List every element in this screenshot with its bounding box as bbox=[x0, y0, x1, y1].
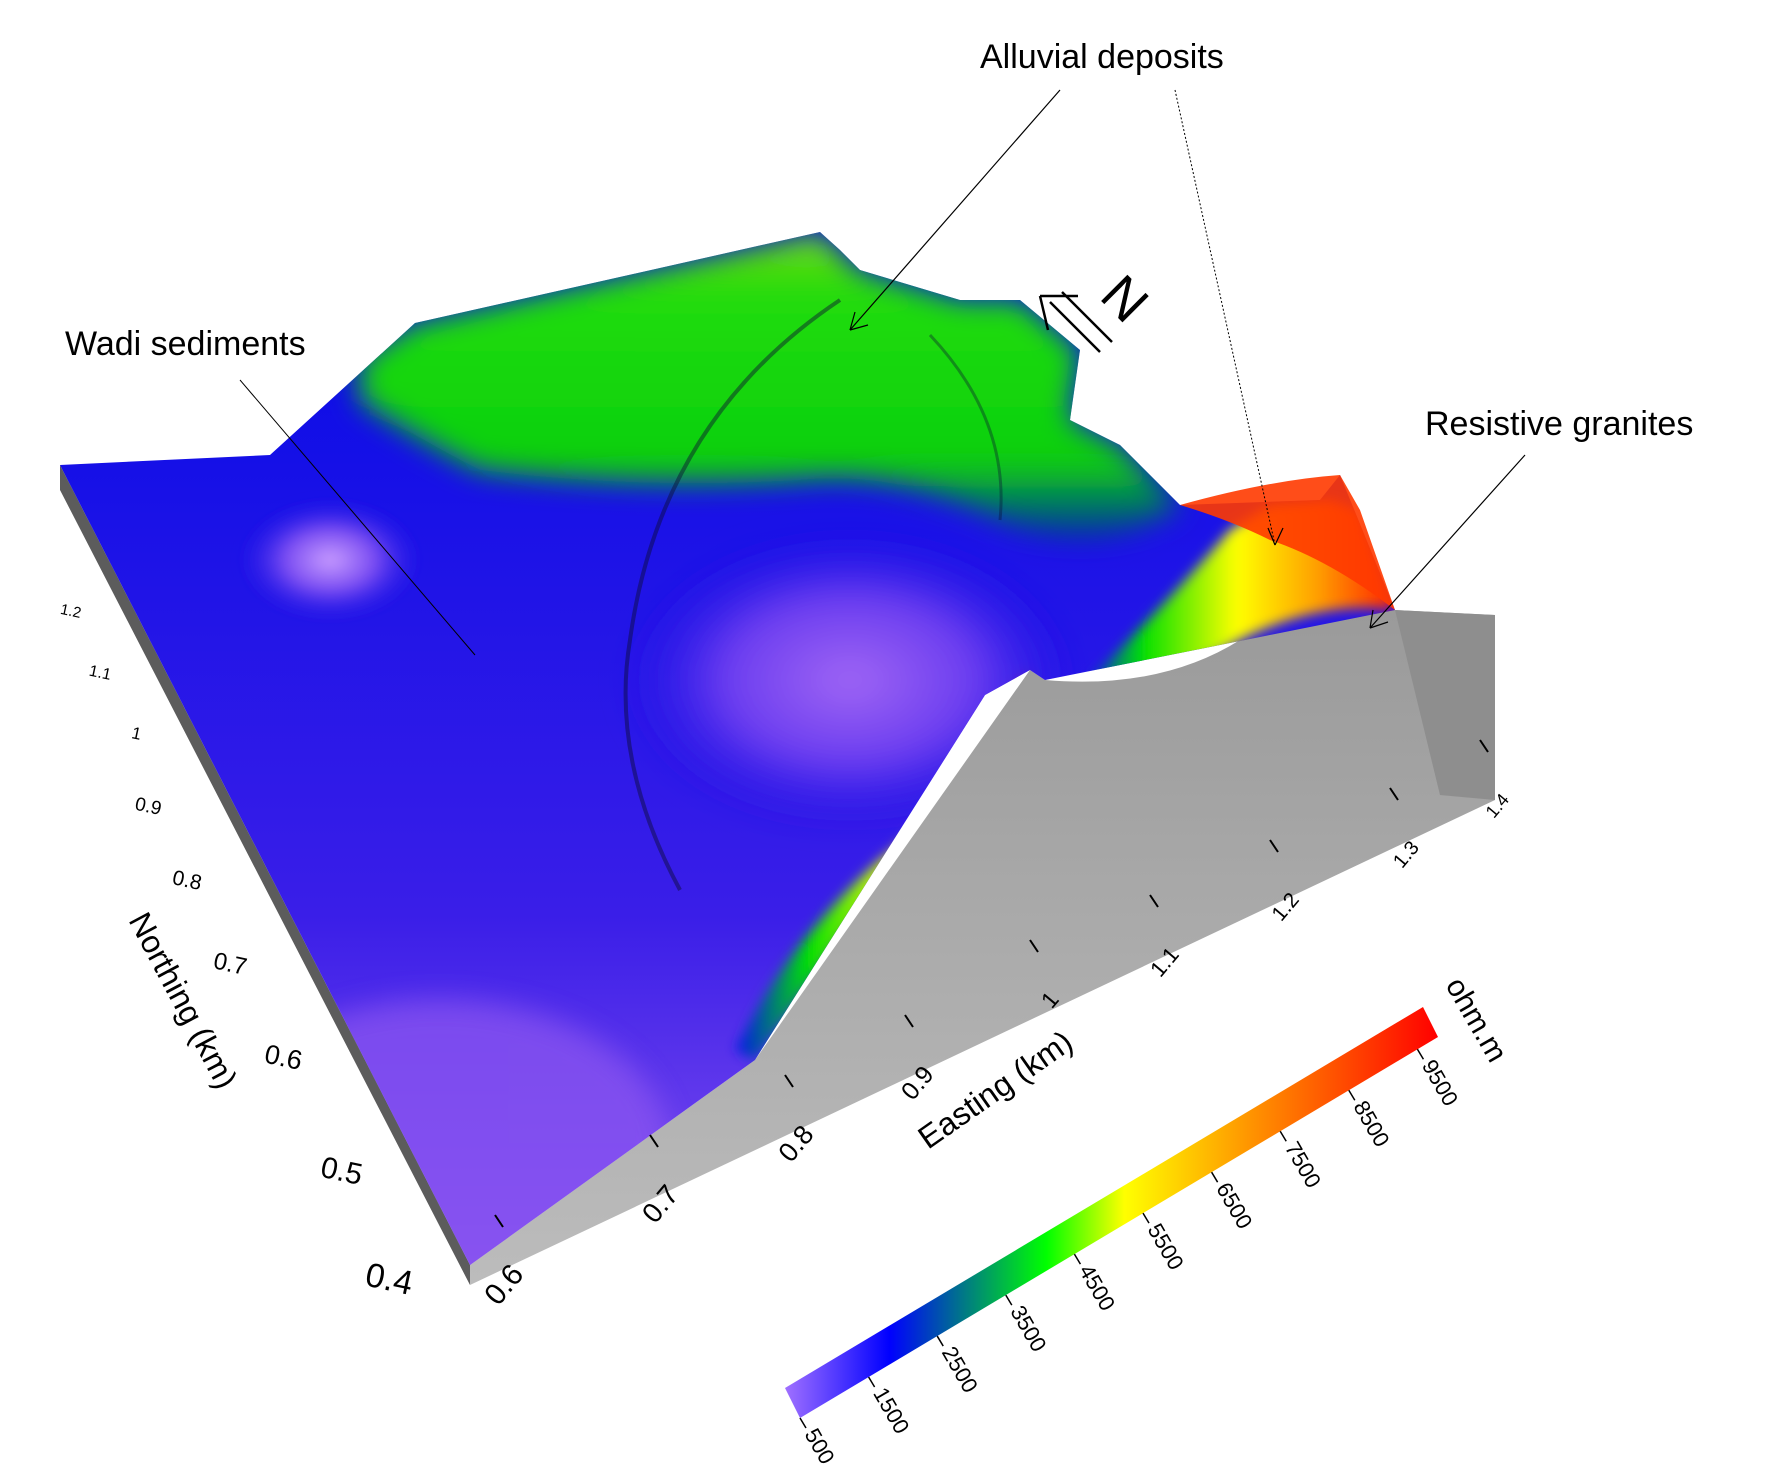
colorbar-tick-mark bbox=[1279, 1130, 1287, 1142]
colorbar-tick-label: 9500 bbox=[1417, 1055, 1463, 1110]
northing-tick-label: 1.1 bbox=[87, 663, 112, 684]
easting-tick-mark bbox=[1269, 839, 1279, 853]
colorbar-tick-mark bbox=[1210, 1171, 1219, 1183]
alluvial-arrowhead-2 bbox=[1267, 527, 1284, 546]
northing-tick-label: 0.9 bbox=[133, 794, 163, 820]
northing-tick-label: 0.5 bbox=[318, 1151, 366, 1192]
crater-ridge bbox=[623, 298, 842, 891]
easting-tick-mark bbox=[904, 1014, 914, 1028]
wadi-leader bbox=[239, 379, 476, 656]
northing-tick-label: 0.8 bbox=[170, 866, 203, 895]
colorbar-tick-label: 500 bbox=[800, 1424, 840, 1468]
crater-ridge-east bbox=[928, 333, 1003, 521]
colorbar-tick-label: 1500 bbox=[868, 1383, 914, 1438]
green-zone bbox=[360, 232, 1180, 537]
easting-tick-mark bbox=[784, 1074, 794, 1088]
north-arrow-label: N bbox=[1090, 264, 1160, 334]
colorbar-tick-label: 6500 bbox=[1211, 1178, 1257, 1233]
left-wall bbox=[60, 465, 470, 1285]
alluvial-leader-2 bbox=[1174, 89, 1276, 546]
northing-axis-title: Northing (km) bbox=[122, 906, 245, 1094]
annotation-resistive-granites: Resistive granites bbox=[1425, 405, 1693, 443]
front-wall bbox=[470, 608, 1495, 1285]
colorbar-ramp bbox=[785, 1007, 1438, 1418]
colorbar-tick-mark bbox=[1005, 1294, 1013, 1306]
colorbar-tick-mark bbox=[1073, 1253, 1082, 1265]
north-arrow-shaft-1 bbox=[1049, 301, 1101, 353]
colorbar-tick-label: 2500 bbox=[937, 1342, 983, 1397]
northing-tick-label: 0.6 bbox=[262, 1039, 305, 1076]
low-resistivity-west bbox=[240, 500, 420, 620]
northing-tick-label: 0.7 bbox=[211, 948, 249, 981]
colorbar-tick-mark bbox=[1142, 1212, 1150, 1224]
easting-tick-mark bbox=[1029, 939, 1039, 953]
north-arrow-head bbox=[1038, 294, 1078, 331]
colorbar-ticks: 500 1500 2500 3500 4500 5500 6500 7500 8500 9500 bbox=[799, 1048, 1463, 1468]
alluvial-arrowhead-1 bbox=[849, 311, 869, 331]
terrain-block bbox=[60, 465, 1495, 1285]
easting-tick-mark bbox=[1479, 739, 1489, 753]
colorbar-tick-mark bbox=[936, 1335, 944, 1347]
colorbar-tick-label: 3500 bbox=[1005, 1301, 1051, 1356]
colorbar-tick-label: 7500 bbox=[1280, 1137, 1326, 1192]
colorbar-tick-mark bbox=[867, 1376, 876, 1388]
annotation-alluvial-deposits: Alluvial deposits bbox=[980, 38, 1224, 76]
colorbar-tick-label: 4500 bbox=[1074, 1260, 1120, 1315]
granites-arrowhead bbox=[1369, 609, 1389, 629]
colorbar-unit: ohm.m bbox=[1439, 972, 1513, 1068]
colorbar-tick-label: 8500 bbox=[1348, 1096, 1394, 1151]
northing-tick-label: 1.2 bbox=[59, 601, 83, 622]
north-arrow-shaft-2 bbox=[1061, 291, 1113, 343]
colorbar-tick-mark bbox=[1348, 1089, 1356, 1101]
northing-tick-label: 1 bbox=[130, 723, 143, 744]
easting-tick-mark bbox=[494, 1214, 504, 1228]
annotation-wadi-sediments: Wadi sediments bbox=[65, 325, 306, 363]
easting-tick-mark bbox=[1149, 894, 1159, 908]
granites-leader bbox=[1369, 454, 1526, 629]
colorbar-tick-mark bbox=[799, 1417, 807, 1429]
easting-tick-mark bbox=[1389, 787, 1399, 801]
right-wall bbox=[1395, 610, 1495, 800]
easting-tick-mark bbox=[649, 1134, 659, 1148]
alluvial-leader-1 bbox=[849, 89, 1061, 331]
colorbar-tick-label: 5500 bbox=[1143, 1219, 1189, 1274]
colorbar-tick-mark bbox=[1416, 1048, 1425, 1060]
annotations: Alluvial deposits Wadi sediments Resisti… bbox=[65, 38, 1693, 656]
northing-tick-label: 0.4 bbox=[362, 1256, 416, 1303]
granite-ridge bbox=[1180, 475, 1395, 610]
